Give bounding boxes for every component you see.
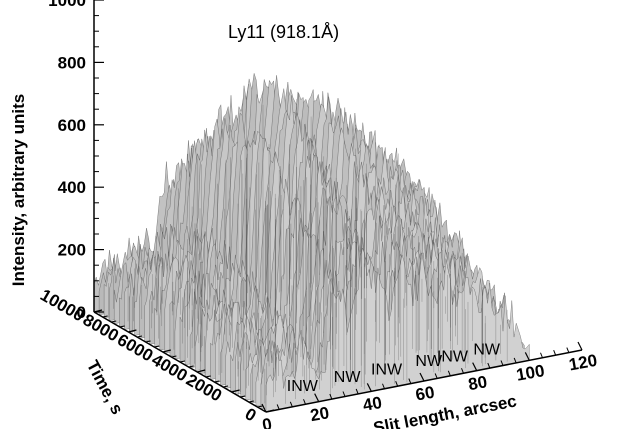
x-minor-tick <box>382 383 385 389</box>
region-label: NW <box>334 369 362 386</box>
region-label: INW <box>371 361 403 378</box>
x-minor-tick <box>276 404 280 410</box>
x-tick-label: 120 <box>567 351 598 375</box>
x-tick-label: 20 <box>309 403 331 425</box>
x-tick <box>524 352 530 361</box>
time-tick <box>231 389 240 393</box>
x-tick-label: 100 <box>515 361 546 385</box>
x-minor-tick <box>461 368 464 374</box>
z-tick-label: 200 <box>58 241 86 260</box>
time-tick <box>93 309 103 313</box>
time-tick <box>197 369 206 373</box>
time-minor-tick <box>257 405 263 408</box>
x-minor-tick <box>447 370 451 377</box>
z-axis-title: Intensity, arbitrary units <box>9 94 28 286</box>
x-minor-tick <box>342 391 346 397</box>
x-minor-tick <box>408 378 412 384</box>
time-minor-tick <box>171 355 177 358</box>
x-tick-label: 80 <box>467 372 489 394</box>
x-minor-tick <box>355 388 359 395</box>
region-label: NW <box>473 342 501 359</box>
time-minor-tick <box>188 365 194 368</box>
region-label: INW <box>437 348 469 365</box>
x-minor-tick <box>303 399 306 405</box>
x-tick-label: 40 <box>361 393 383 415</box>
time-minor-tick <box>240 395 246 398</box>
time-tick-label: 10000 <box>37 285 87 325</box>
x-minor-tick <box>540 352 543 358</box>
x-minor-tick <box>395 380 399 387</box>
time-minor-tick <box>248 400 254 403</box>
x-minor-tick <box>434 373 438 379</box>
time-minor-tick <box>111 320 117 323</box>
region-label: NW <box>415 353 443 370</box>
z-tick-label: 400 <box>58 178 86 197</box>
time-tick <box>128 329 137 333</box>
time-minor-tick <box>222 385 229 388</box>
time-minor-tick <box>136 335 143 338</box>
x-minor-tick <box>566 347 570 353</box>
region-label: INW <box>287 378 319 395</box>
time-minor-tick <box>119 325 125 328</box>
time-minor-tick <box>102 315 108 318</box>
time-axis-title: Time, s <box>83 357 127 417</box>
time-tick-label: 0 <box>242 404 260 425</box>
x-tick <box>261 403 267 413</box>
z-tick-label: 1000 <box>48 0 86 10</box>
x-minor-tick <box>329 393 333 400</box>
x-tick-label: 0 <box>261 414 274 429</box>
surface-mesh <box>93 73 530 413</box>
x-axis-title: Slit length, arcsec <box>372 391 518 429</box>
x-tick <box>366 383 372 392</box>
x-minor-tick <box>513 357 517 364</box>
x-tick-label: 60 <box>414 383 436 405</box>
x-minor-tick <box>487 362 491 369</box>
x-tick <box>577 341 583 351</box>
x-minor-tick <box>289 401 293 408</box>
time-minor-tick <box>179 360 186 363</box>
time-minor-tick <box>214 380 220 383</box>
axes <box>93 0 583 413</box>
time-minor-tick <box>145 340 151 343</box>
time-tick <box>162 349 171 353</box>
z-tick-label: 800 <box>58 53 86 72</box>
x-minor-tick <box>500 360 504 366</box>
time-minor-tick <box>154 345 160 348</box>
chart-title: Ly11 (918.1Å) <box>228 22 339 42</box>
x-tick <box>314 393 320 402</box>
z-tick-label: 600 <box>58 116 86 135</box>
x-tick <box>419 372 425 382</box>
x-minor-tick <box>553 349 557 356</box>
z-tick-label: 0 <box>77 303 86 322</box>
time-minor-tick <box>205 375 211 378</box>
x-tick <box>472 362 478 371</box>
